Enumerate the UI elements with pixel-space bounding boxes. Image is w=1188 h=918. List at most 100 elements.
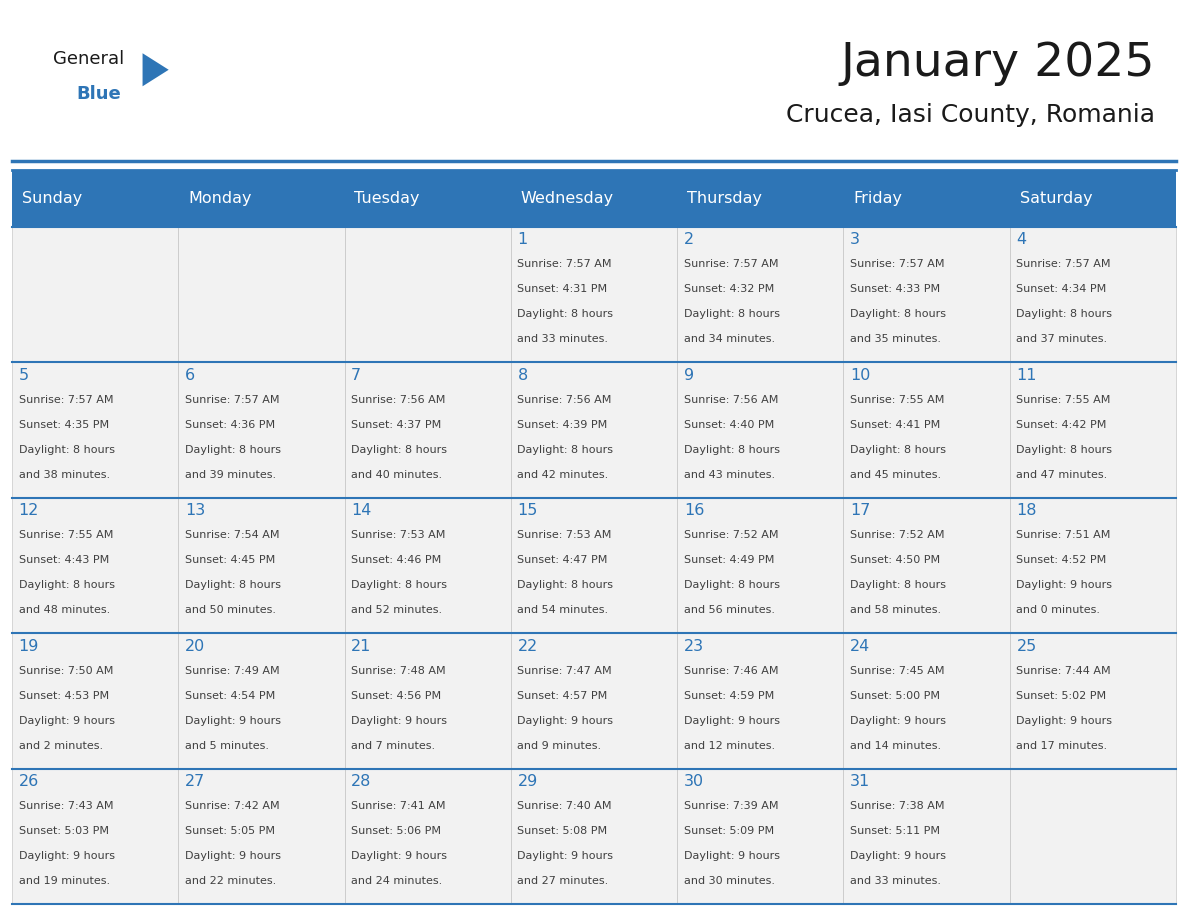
Text: Sunrise: 7:41 AM: Sunrise: 7:41 AM — [352, 801, 446, 812]
Text: Sunset: 4:53 PM: Sunset: 4:53 PM — [19, 691, 108, 700]
Text: Sunset: 4:42 PM: Sunset: 4:42 PM — [1017, 420, 1107, 430]
Bar — [345, 363, 511, 498]
Text: Daylight: 8 hours: Daylight: 8 hours — [185, 445, 280, 455]
Text: and 54 minutes.: and 54 minutes. — [518, 606, 608, 615]
Text: 10: 10 — [851, 368, 871, 383]
Text: and 14 minutes.: and 14 minutes. — [851, 741, 941, 751]
Bar — [843, 768, 1010, 904]
Text: Sunrise: 7:52 AM: Sunrise: 7:52 AM — [851, 531, 944, 541]
Text: Sunrise: 7:40 AM: Sunrise: 7:40 AM — [518, 801, 612, 812]
Text: Tuesday: Tuesday — [354, 191, 421, 206]
Text: Sunset: 4:52 PM: Sunset: 4:52 PM — [1017, 555, 1107, 565]
Bar — [345, 768, 511, 904]
Bar — [511, 170, 677, 227]
Text: Sunset: 4:45 PM: Sunset: 4:45 PM — [185, 555, 276, 565]
Text: 30: 30 — [684, 774, 704, 789]
Bar — [345, 170, 511, 227]
Text: Sunset: 5:03 PM: Sunset: 5:03 PM — [19, 826, 108, 836]
Bar — [345, 498, 511, 633]
Text: Daylight: 9 hours: Daylight: 9 hours — [185, 716, 280, 726]
Bar — [511, 363, 677, 498]
Text: Sunset: 4:49 PM: Sunset: 4:49 PM — [684, 555, 775, 565]
Text: 12: 12 — [19, 503, 39, 518]
Bar — [677, 170, 843, 227]
Text: Sunrise: 7:50 AM: Sunrise: 7:50 AM — [19, 666, 113, 676]
Text: Daylight: 9 hours: Daylight: 9 hours — [19, 716, 114, 726]
Bar — [12, 170, 178, 227]
Text: Daylight: 8 hours: Daylight: 8 hours — [518, 309, 613, 319]
Text: Sunrise: 7:56 AM: Sunrise: 7:56 AM — [352, 395, 446, 405]
Text: and 5 minutes.: and 5 minutes. — [185, 741, 268, 751]
Text: Daylight: 8 hours: Daylight: 8 hours — [684, 309, 779, 319]
Text: and 43 minutes.: and 43 minutes. — [684, 470, 775, 480]
Text: Blue: Blue — [76, 85, 121, 104]
Bar — [843, 227, 1010, 363]
Text: Sunset: 5:05 PM: Sunset: 5:05 PM — [185, 826, 274, 836]
Text: Sunrise: 7:38 AM: Sunrise: 7:38 AM — [851, 801, 944, 812]
Text: 17: 17 — [851, 503, 871, 518]
Text: and 33 minutes.: and 33 minutes. — [518, 334, 608, 344]
Text: Daylight: 9 hours: Daylight: 9 hours — [19, 851, 114, 861]
Text: Sunset: 4:41 PM: Sunset: 4:41 PM — [851, 420, 941, 430]
Bar — [1010, 768, 1176, 904]
Text: Thursday: Thursday — [687, 191, 763, 206]
Text: Sunrise: 7:57 AM: Sunrise: 7:57 AM — [518, 259, 612, 269]
Text: Sunrise: 7:52 AM: Sunrise: 7:52 AM — [684, 531, 778, 541]
Bar — [1010, 363, 1176, 498]
Text: 26: 26 — [19, 774, 39, 789]
Text: and 37 minutes.: and 37 minutes. — [1017, 334, 1107, 344]
Text: Sunset: 5:09 PM: Sunset: 5:09 PM — [684, 826, 773, 836]
Bar — [511, 498, 677, 633]
Text: Daylight: 8 hours: Daylight: 8 hours — [518, 580, 613, 590]
Text: and 22 minutes.: and 22 minutes. — [185, 877, 276, 887]
Text: Sunset: 4:47 PM: Sunset: 4:47 PM — [518, 555, 608, 565]
Text: and 30 minutes.: and 30 minutes. — [684, 877, 775, 887]
Text: and 34 minutes.: and 34 minutes. — [684, 334, 775, 344]
Text: and 56 minutes.: and 56 minutes. — [684, 606, 775, 615]
Text: Sunset: 4:46 PM: Sunset: 4:46 PM — [352, 555, 442, 565]
Text: Daylight: 8 hours: Daylight: 8 hours — [851, 445, 946, 455]
Polygon shape — [143, 53, 169, 86]
Text: Sunrise: 7:57 AM: Sunrise: 7:57 AM — [1017, 259, 1111, 269]
Bar — [12, 768, 178, 904]
Text: Sunset: 4:56 PM: Sunset: 4:56 PM — [352, 691, 441, 700]
Text: and 24 minutes.: and 24 minutes. — [352, 877, 442, 887]
Text: Sunset: 4:43 PM: Sunset: 4:43 PM — [19, 555, 109, 565]
Text: Daylight: 9 hours: Daylight: 9 hours — [352, 716, 447, 726]
Text: Sunset: 4:57 PM: Sunset: 4:57 PM — [518, 691, 608, 700]
Text: Daylight: 8 hours: Daylight: 8 hours — [684, 445, 779, 455]
Bar — [677, 227, 843, 363]
Text: Sunset: 4:39 PM: Sunset: 4:39 PM — [518, 420, 608, 430]
Bar — [12, 633, 178, 768]
Text: Sunrise: 7:57 AM: Sunrise: 7:57 AM — [851, 259, 944, 269]
Text: Sunset: 4:31 PM: Sunset: 4:31 PM — [518, 285, 607, 295]
Text: January 2025: January 2025 — [840, 41, 1155, 86]
Bar — [1010, 633, 1176, 768]
Text: Sunday: Sunday — [21, 191, 82, 206]
Bar — [511, 227, 677, 363]
Text: Daylight: 9 hours: Daylight: 9 hours — [684, 716, 779, 726]
Text: Friday: Friday — [853, 191, 903, 206]
Bar — [843, 633, 1010, 768]
Text: Daylight: 9 hours: Daylight: 9 hours — [185, 851, 280, 861]
Text: Daylight: 8 hours: Daylight: 8 hours — [851, 309, 946, 319]
Text: and 47 minutes.: and 47 minutes. — [1017, 470, 1107, 480]
Text: Daylight: 9 hours: Daylight: 9 hours — [851, 851, 946, 861]
Text: 24: 24 — [851, 639, 871, 654]
Text: 23: 23 — [684, 639, 704, 654]
Text: Sunset: 4:32 PM: Sunset: 4:32 PM — [684, 285, 775, 295]
Text: and 52 minutes.: and 52 minutes. — [352, 606, 442, 615]
Bar — [1010, 498, 1176, 633]
Text: 6: 6 — [185, 368, 195, 383]
Text: Sunset: 4:40 PM: Sunset: 4:40 PM — [684, 420, 775, 430]
Text: Sunrise: 7:49 AM: Sunrise: 7:49 AM — [185, 666, 279, 676]
Text: 2: 2 — [684, 232, 694, 247]
Bar — [511, 768, 677, 904]
Text: Sunset: 4:35 PM: Sunset: 4:35 PM — [19, 420, 108, 430]
Text: Sunrise: 7:39 AM: Sunrise: 7:39 AM — [684, 801, 778, 812]
Text: Daylight: 8 hours: Daylight: 8 hours — [851, 580, 946, 590]
Bar — [178, 227, 345, 363]
Text: Sunset: 4:36 PM: Sunset: 4:36 PM — [185, 420, 274, 430]
Text: Sunrise: 7:56 AM: Sunrise: 7:56 AM — [684, 395, 778, 405]
Text: General: General — [53, 50, 125, 69]
